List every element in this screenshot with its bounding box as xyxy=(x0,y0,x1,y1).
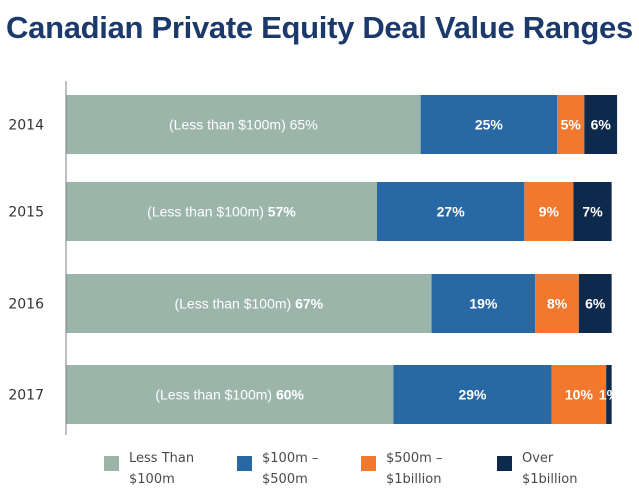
y-tick-label: 2016 xyxy=(8,297,44,313)
bar-segment-over-1b xyxy=(606,365,612,424)
bar-segment-less-than-100m xyxy=(66,274,432,333)
bar-segment-over-1b xyxy=(573,182,612,241)
data-label: (Less than $100m) 67% xyxy=(174,296,323,312)
y-tick-label: 2017 xyxy=(8,388,44,404)
bar-segment-100m-500m xyxy=(420,95,558,154)
data-label: 25% xyxy=(475,117,504,133)
bar-segment-over-1b xyxy=(584,95,618,154)
data-label: 9% xyxy=(539,204,560,220)
category-prefix-label: (Less than $100m) xyxy=(147,204,268,220)
legend-item-over-1b: Over $1billion xyxy=(497,448,608,490)
value-label: 67% xyxy=(295,296,324,312)
data-label: 10% xyxy=(565,387,594,403)
legend-label: Over $1billion xyxy=(522,451,578,487)
data-label: 1% xyxy=(599,387,620,403)
data-label: 27% xyxy=(437,204,466,220)
bar-segment-500m-1b xyxy=(551,365,607,424)
category-prefix-label: (Less than $100m) xyxy=(155,387,276,403)
legend-label: $100m – $500m xyxy=(262,451,319,487)
data-label: 19% xyxy=(469,296,498,312)
chart-title: Canadian Private Equity Deal Value Range… xyxy=(6,10,633,45)
data-label: (Less than $100m) 65% xyxy=(169,117,318,133)
bar-segment-500m-1b xyxy=(535,274,579,333)
legend-item-500m-1b: $500m – $1billion xyxy=(361,448,472,490)
bar-segment-less-than-100m xyxy=(66,95,421,154)
bar-segment-100m-500m xyxy=(431,274,536,333)
category-prefix-label: (Less than $100m) xyxy=(169,117,290,133)
bar-segment-over-1b xyxy=(578,274,612,333)
value-label: 57% xyxy=(268,204,297,220)
legend-swatch xyxy=(104,456,119,471)
bar-group: 2014 (Less than $100m) 65% 25% 5% 6% 2015 (Les… xyxy=(8,95,620,424)
data-label: 5% xyxy=(561,117,582,133)
chart-legend: Less Than $100m $100m – $500m $500m – $1… xyxy=(0,448,639,500)
y-tick-label: 2014 xyxy=(8,118,44,134)
data-label: (Less than $100m) 57% xyxy=(147,204,296,220)
bar-segment-less-than-100m xyxy=(66,365,394,424)
legend-swatch xyxy=(237,456,252,471)
value-label: 60% xyxy=(276,387,305,403)
data-label: 8% xyxy=(547,296,568,312)
y-tick-label: 2015 xyxy=(8,205,44,221)
bar-segment-500m-1b xyxy=(524,182,574,241)
legend-swatch xyxy=(497,456,512,471)
data-label: (Less than $100m) 60% xyxy=(155,387,304,403)
bar-segment-500m-1b xyxy=(557,95,585,154)
legend-item-less-than-100m: Less Than $100m xyxy=(104,448,215,490)
legend-label: $500m – $1billion xyxy=(386,451,443,487)
data-label: 6% xyxy=(591,117,612,133)
bar-segment-100m-500m xyxy=(393,365,552,424)
data-label: 29% xyxy=(458,387,487,403)
legend-label: Less Than $100m xyxy=(129,451,195,487)
value-label: 65% xyxy=(290,117,318,133)
data-label: 7% xyxy=(582,204,603,220)
legend-item-100m-500m: $100m – $500m xyxy=(237,448,348,490)
bar-segment-less-than-100m xyxy=(66,182,378,241)
bar-segment-100m-500m xyxy=(377,182,525,241)
category-prefix-label: (Less than $100m) xyxy=(174,296,295,312)
legend-swatch xyxy=(361,456,376,471)
data-label: 6% xyxy=(585,296,606,312)
